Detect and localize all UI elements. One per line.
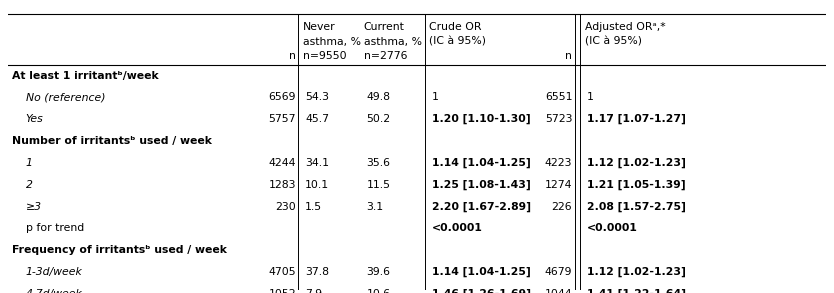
Text: 37.8: 37.8 bbox=[305, 267, 329, 277]
Text: 45.7: 45.7 bbox=[305, 114, 329, 124]
Text: 4244: 4244 bbox=[269, 158, 296, 168]
Text: 7.9: 7.9 bbox=[305, 289, 322, 293]
Text: 2.08 [1.57-2.75]: 2.08 [1.57-2.75] bbox=[587, 201, 686, 212]
Text: n=9550: n=9550 bbox=[303, 51, 346, 61]
Text: 1.12 [1.02-1.23]: 1.12 [1.02-1.23] bbox=[587, 267, 686, 277]
Text: <0.0001: <0.0001 bbox=[587, 223, 638, 233]
Text: 1.12 [1.02-1.23]: 1.12 [1.02-1.23] bbox=[587, 158, 686, 168]
Text: 1.14 [1.04-1.25]: 1.14 [1.04-1.25] bbox=[432, 158, 530, 168]
Text: 2.20 [1.67-2.89]: 2.20 [1.67-2.89] bbox=[432, 201, 530, 212]
Text: 1-3d/week: 1-3d/week bbox=[26, 267, 83, 277]
Text: Adjusted ORᵃ,*: Adjusted ORᵃ,* bbox=[585, 22, 666, 32]
Text: Current: Current bbox=[364, 22, 404, 32]
Text: 5723: 5723 bbox=[545, 114, 572, 124]
Text: Yes: Yes bbox=[26, 114, 43, 124]
Text: 10.1: 10.1 bbox=[305, 180, 329, 190]
Text: 4-7d/week: 4-7d/week bbox=[26, 289, 83, 293]
Text: 3.1: 3.1 bbox=[366, 202, 384, 212]
Text: Crude OR: Crude OR bbox=[430, 22, 482, 32]
Text: 2: 2 bbox=[26, 180, 33, 190]
Text: 11.5: 11.5 bbox=[366, 180, 390, 190]
Text: 10.6: 10.6 bbox=[366, 289, 390, 293]
Text: 1.17 [1.07-1.27]: 1.17 [1.07-1.27] bbox=[587, 114, 686, 124]
Text: asthma, %: asthma, % bbox=[303, 37, 360, 47]
Text: 6569: 6569 bbox=[269, 92, 296, 102]
Text: 1: 1 bbox=[26, 158, 33, 168]
Text: No (reference): No (reference) bbox=[26, 92, 105, 102]
Text: n: n bbox=[289, 51, 296, 61]
Text: 1.25 [1.08-1.43]: 1.25 [1.08-1.43] bbox=[432, 180, 530, 190]
Text: 49.8: 49.8 bbox=[366, 92, 390, 102]
Text: 226: 226 bbox=[551, 202, 572, 212]
Text: 230: 230 bbox=[275, 202, 296, 212]
Text: 39.6: 39.6 bbox=[366, 267, 390, 277]
Text: n: n bbox=[565, 51, 572, 61]
Text: 1.5: 1.5 bbox=[305, 202, 322, 212]
Text: 4705: 4705 bbox=[269, 267, 296, 277]
Text: (IC à 95%): (IC à 95%) bbox=[585, 37, 641, 47]
Text: (IC à 95%): (IC à 95%) bbox=[430, 37, 486, 47]
Text: 1: 1 bbox=[587, 92, 594, 102]
Text: 6551: 6551 bbox=[545, 92, 572, 102]
Text: p for trend: p for trend bbox=[26, 223, 83, 233]
Text: At least 1 irritantᵇ/week: At least 1 irritantᵇ/week bbox=[13, 71, 159, 81]
Text: 1.46 [1.26-1.69]: 1.46 [1.26-1.69] bbox=[432, 289, 530, 293]
Text: asthma, %: asthma, % bbox=[364, 37, 422, 47]
Text: <0.0001: <0.0001 bbox=[432, 223, 483, 233]
Text: 50.2: 50.2 bbox=[366, 114, 390, 124]
Text: 4223: 4223 bbox=[545, 158, 572, 168]
Text: 1052: 1052 bbox=[269, 289, 296, 293]
Text: ≥3: ≥3 bbox=[26, 202, 42, 212]
Text: 1.21 [1.05-1.39]: 1.21 [1.05-1.39] bbox=[587, 180, 686, 190]
Text: 54.3: 54.3 bbox=[305, 92, 329, 102]
Text: 1283: 1283 bbox=[269, 180, 296, 190]
Text: 1.14 [1.04-1.25]: 1.14 [1.04-1.25] bbox=[432, 267, 530, 277]
Text: 5757: 5757 bbox=[269, 114, 296, 124]
Text: 34.1: 34.1 bbox=[305, 158, 329, 168]
Text: 35.6: 35.6 bbox=[366, 158, 390, 168]
Text: Frequency of irritantsᵇ used / week: Frequency of irritantsᵇ used / week bbox=[13, 245, 228, 255]
Text: 1.41 [1.22-1.64]: 1.41 [1.22-1.64] bbox=[587, 289, 686, 293]
Text: 1044: 1044 bbox=[545, 289, 572, 293]
Text: Number of irritantsᵇ used / week: Number of irritantsᵇ used / week bbox=[13, 136, 213, 146]
Text: n=2776: n=2776 bbox=[364, 51, 407, 61]
Text: 1: 1 bbox=[432, 92, 439, 102]
Text: 1.20 [1.10-1.30]: 1.20 [1.10-1.30] bbox=[432, 114, 530, 124]
Text: 1274: 1274 bbox=[545, 180, 572, 190]
Text: Never: Never bbox=[303, 22, 335, 32]
Text: 4679: 4679 bbox=[545, 267, 572, 277]
